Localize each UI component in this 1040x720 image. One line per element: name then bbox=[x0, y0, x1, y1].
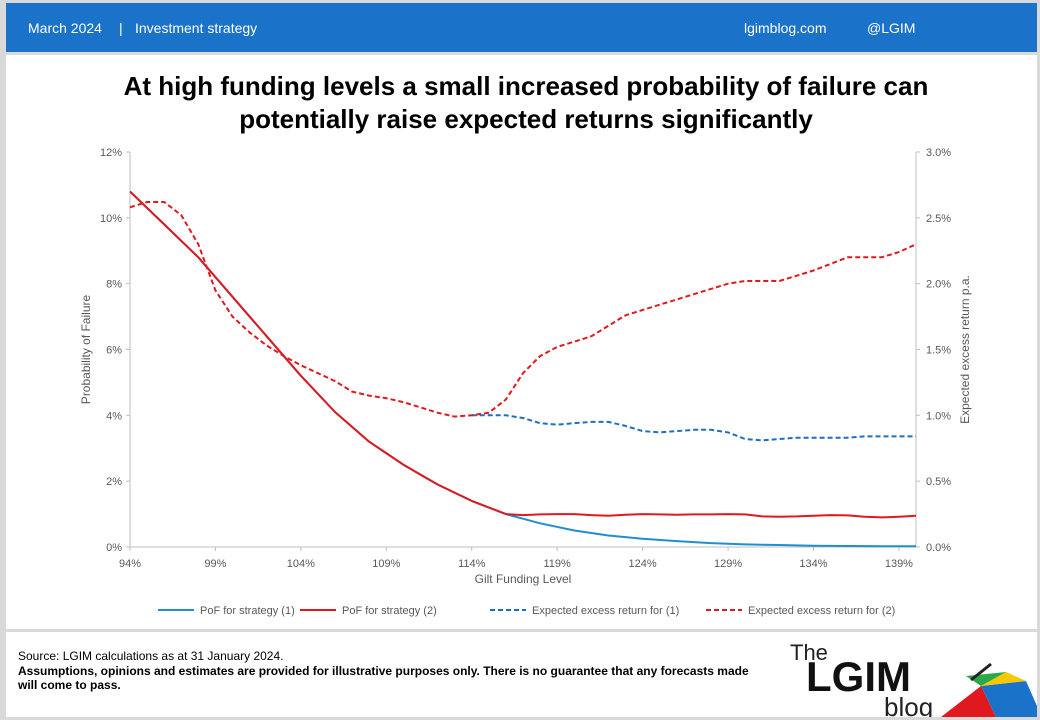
logo-the: The bbox=[790, 640, 828, 665]
x-tick-label: 119% bbox=[544, 558, 572, 570]
logo-blog: blog bbox=[884, 692, 933, 717]
disclaimer: Assumptions, opinions and estimates are … bbox=[18, 664, 749, 692]
lgim-blog-logo: The LGIM blog bbox=[776, 636, 1037, 717]
footer: Source: LGIM calculations as at 31 Janua… bbox=[6, 632, 1037, 717]
chart-panel: At high funding levels a small increased… bbox=[6, 55, 1037, 629]
x-tick-label: 114% bbox=[458, 558, 486, 570]
x-axis-title: Gilt Funding Level bbox=[475, 572, 572, 586]
y-tick-label: 0% bbox=[106, 542, 122, 554]
source-note: Source: LGIM calculations as at 31 Janua… bbox=[18, 649, 284, 663]
y2-tick-label: 2.0% bbox=[926, 279, 951, 291]
y2-axis-title: Expected excess return p.a. bbox=[958, 275, 972, 424]
series-line-2 bbox=[129, 190, 917, 519]
site-link[interactable]: lgimblog.com bbox=[744, 20, 827, 36]
legend-label-2: PoF for strategy (2) bbox=[342, 605, 437, 617]
y2-tick-label: 3.0% bbox=[926, 147, 951, 159]
top-banner: March 2024 | Investment strategy lgimblo… bbox=[6, 3, 1037, 52]
x-tick-label: 124% bbox=[629, 558, 657, 570]
social-handle-link[interactable]: @LGIM bbox=[867, 20, 916, 36]
y2-tick-label: 0.5% bbox=[926, 476, 951, 488]
chart-title-line-2: potentially raise expected returns signi… bbox=[239, 104, 813, 134]
y-tick-label: 8% bbox=[106, 279, 122, 291]
x-tick-label: 134% bbox=[799, 558, 827, 570]
legend-label-1: PoF for strategy (1) bbox=[200, 605, 295, 617]
category-label: Investment strategy bbox=[135, 20, 258, 36]
y2-tick-label: 0.0% bbox=[926, 542, 951, 554]
y2-tick-label: 1.0% bbox=[926, 410, 951, 422]
y2-tick-label: 1.5% bbox=[926, 345, 951, 357]
x-tick-label: 109% bbox=[372, 558, 400, 570]
legend-label-3: Expected excess return for (1) bbox=[532, 605, 679, 617]
series-line-3 bbox=[471, 414, 916, 442]
y-tick-label: 10% bbox=[100, 213, 122, 225]
chart-title: At high funding levels a small increased… bbox=[46, 70, 1006, 136]
publish-date: March 2024 bbox=[28, 20, 102, 36]
logo-lgim: LGIM bbox=[806, 653, 911, 700]
y-tick-label: 4% bbox=[106, 410, 122, 422]
y-axis-title: Probability of Failure bbox=[79, 294, 93, 404]
header-separator: | bbox=[119, 20, 123, 36]
x-tick-label: 94% bbox=[119, 558, 141, 570]
line-chart: 0% 2% 4% 6% 8% 10% 12% 0.0% 0.5% 1.0% 1.5% 2.0% 2.5%… bbox=[79, 147, 972, 617]
y2-tick-label: 2.5% bbox=[926, 213, 951, 225]
chart-title-line-1: At high funding levels a small increased… bbox=[123, 71, 929, 101]
series-line-1 bbox=[129, 190, 916, 548]
series-line-4 bbox=[129, 201, 917, 418]
x-tick-label: 139% bbox=[885, 558, 913, 570]
umbrella-icon bbox=[941, 662, 1037, 717]
y-tick-label: 6% bbox=[106, 345, 122, 357]
x-tick-label: 129% bbox=[714, 558, 742, 570]
legend-label-4: Expected excess return for (2) bbox=[748, 605, 895, 617]
y-tick-label: 12% bbox=[100, 147, 122, 159]
x-tick-label: 104% bbox=[287, 558, 315, 570]
y-tick-label: 2% bbox=[106, 476, 122, 488]
x-tick-label: 99% bbox=[204, 558, 226, 570]
